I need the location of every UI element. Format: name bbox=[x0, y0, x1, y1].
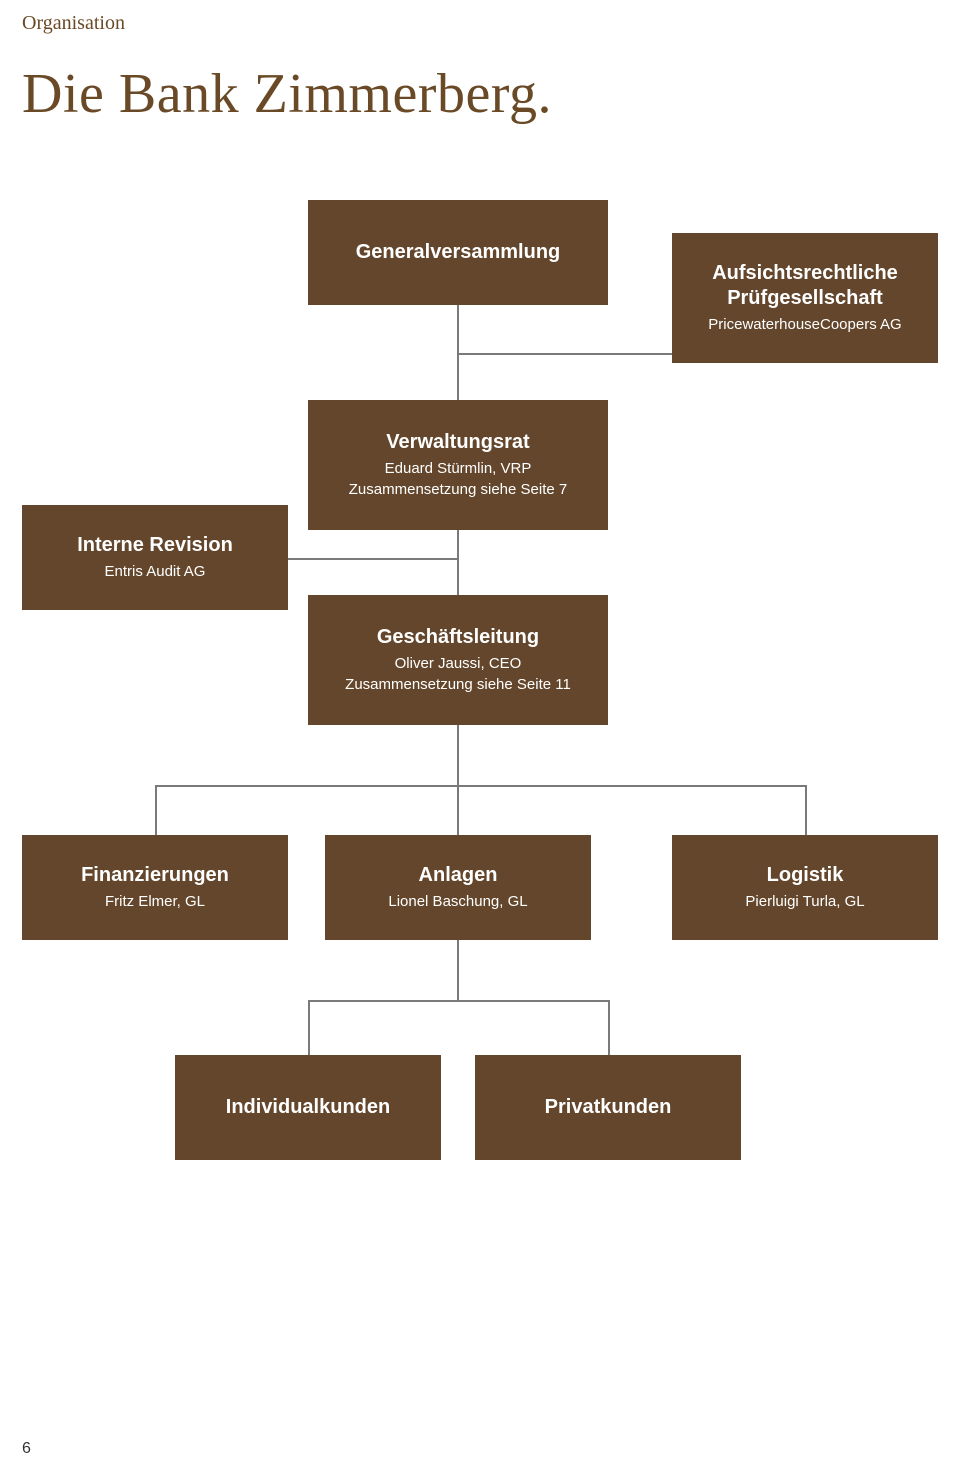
org-node-vr: Verwaltungsrat Eduard Stürmlin, VRP Zusam… bbox=[308, 400, 608, 530]
connector-line bbox=[457, 530, 459, 595]
connector-line bbox=[308, 1000, 310, 1055]
org-node-title: Anlagen bbox=[419, 863, 498, 888]
org-node-gl: Geschäftsleitung Oliver Jaussi, CEO Zusam… bbox=[308, 595, 608, 725]
org-node-subtitle: Eduard Stürmlin, VRP Zusammensetzung sie… bbox=[349, 459, 567, 500]
org-node-title: Geschäftsleitung bbox=[377, 625, 539, 650]
org-node-indk: Individualkunden bbox=[175, 1055, 441, 1160]
org-chart: Generalversammlung Aufsichtsrechtliche Pr… bbox=[22, 200, 938, 1300]
org-node-subtitle: Lionel Baschung, GL bbox=[388, 892, 527, 912]
org-node-ir: Interne Revision Entris Audit AG bbox=[22, 505, 288, 610]
org-node-subtitle: Pierluigi Turla, GL bbox=[745, 892, 864, 912]
connector-line bbox=[155, 785, 805, 787]
org-node-title: Individualkunden bbox=[226, 1095, 390, 1120]
org-node-title: Aufsichtsrechtliche Prüfgesellschaft bbox=[712, 261, 898, 311]
connector-line bbox=[457, 785, 459, 835]
connector-line bbox=[155, 785, 157, 835]
connector-line bbox=[457, 940, 459, 1000]
org-node-subtitle: Fritz Elmer, GL bbox=[105, 892, 205, 912]
org-node-title: Interne Revision bbox=[77, 533, 233, 558]
org-node-gv: Generalversammlung bbox=[308, 200, 608, 305]
org-node-title: Verwaltungsrat bbox=[386, 430, 529, 455]
org-node-title: Finanzierungen bbox=[81, 863, 229, 888]
org-node-subtitle: Oliver Jaussi, CEO Zusammensetzung siehe… bbox=[345, 654, 571, 695]
section-label: Organisation bbox=[22, 12, 125, 35]
connector-line bbox=[458, 353, 672, 355]
org-node-subtitle: PricewaterhouseCoopers AG bbox=[708, 315, 901, 335]
org-node-pruef: Aufsichtsrechtliche Prüfgesellschaft Pric… bbox=[672, 233, 938, 363]
page-number: 6 bbox=[22, 1440, 31, 1458]
connector-line bbox=[288, 558, 458, 560]
org-node-subtitle: Entris Audit AG bbox=[105, 562, 206, 582]
org-node-privk: Privatkunden bbox=[475, 1055, 741, 1160]
connector-line bbox=[608, 1000, 610, 1055]
org-node-fin: Finanzierungen Fritz Elmer, GL bbox=[22, 835, 288, 940]
connector-line bbox=[805, 785, 807, 835]
org-node-title: Logistik bbox=[767, 863, 844, 888]
connector-line bbox=[457, 725, 459, 785]
org-node-title: Generalversammlung bbox=[356, 240, 561, 265]
org-node-title: Privatkunden bbox=[545, 1095, 672, 1120]
org-node-log: Logistik Pierluigi Turla, GL bbox=[672, 835, 938, 940]
page-title: Die Bank Zimmerberg. bbox=[22, 62, 552, 126]
org-node-anl: Anlagen Lionel Baschung, GL bbox=[325, 835, 591, 940]
connector-line bbox=[308, 1000, 608, 1002]
